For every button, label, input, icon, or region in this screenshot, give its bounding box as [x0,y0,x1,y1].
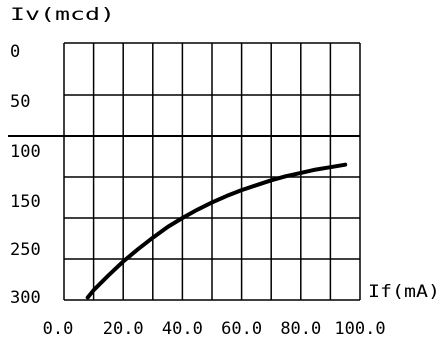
series [85,162,348,300]
x-tick-label: 0.0 [43,319,74,339]
data-point [241,189,243,191]
data-point [329,166,331,168]
data-point [107,274,109,276]
grid [8,42,361,301]
data-point [93,289,95,291]
data-point [137,248,139,250]
series-line [85,162,348,300]
x-tick-label: 100.0 [334,319,385,339]
x-tick-label: 20.0 [103,319,144,339]
data-point [122,261,124,262]
x-tick-labels: 0.0 20.0 40.0 60.0 80.0 100.0 [43,319,386,339]
data-point [87,297,89,298]
data-point [152,237,154,239]
data-point [226,195,228,197]
data-point [285,175,287,177]
x-tick-label: 60.0 [221,319,262,339]
y-tick-label: 50 [10,92,30,112]
data-point [255,184,257,186]
y-axis-label: Iv(mcd) [10,5,115,25]
data-point [300,172,302,174]
y-tick-label: 300 [10,288,41,308]
x-tick-label: 40.0 [162,319,203,339]
y-tick-label: 150 [10,192,41,212]
data-point [196,209,198,211]
data-point [181,217,183,219]
data-point [270,179,272,181]
x-axis-label: If(mA) [368,282,440,302]
data-point [344,164,346,166]
x-tick-label: 80.0 [280,319,321,339]
data-point [315,169,317,171]
data-point [211,201,213,203]
data-point [167,226,169,228]
y-tick-labels: 0 50 100 150 250 300 [10,42,41,308]
y-tick-label: 100 [10,142,41,162]
y-tick-label: 0 [10,42,20,62]
y-tick-label: 250 [10,240,41,260]
